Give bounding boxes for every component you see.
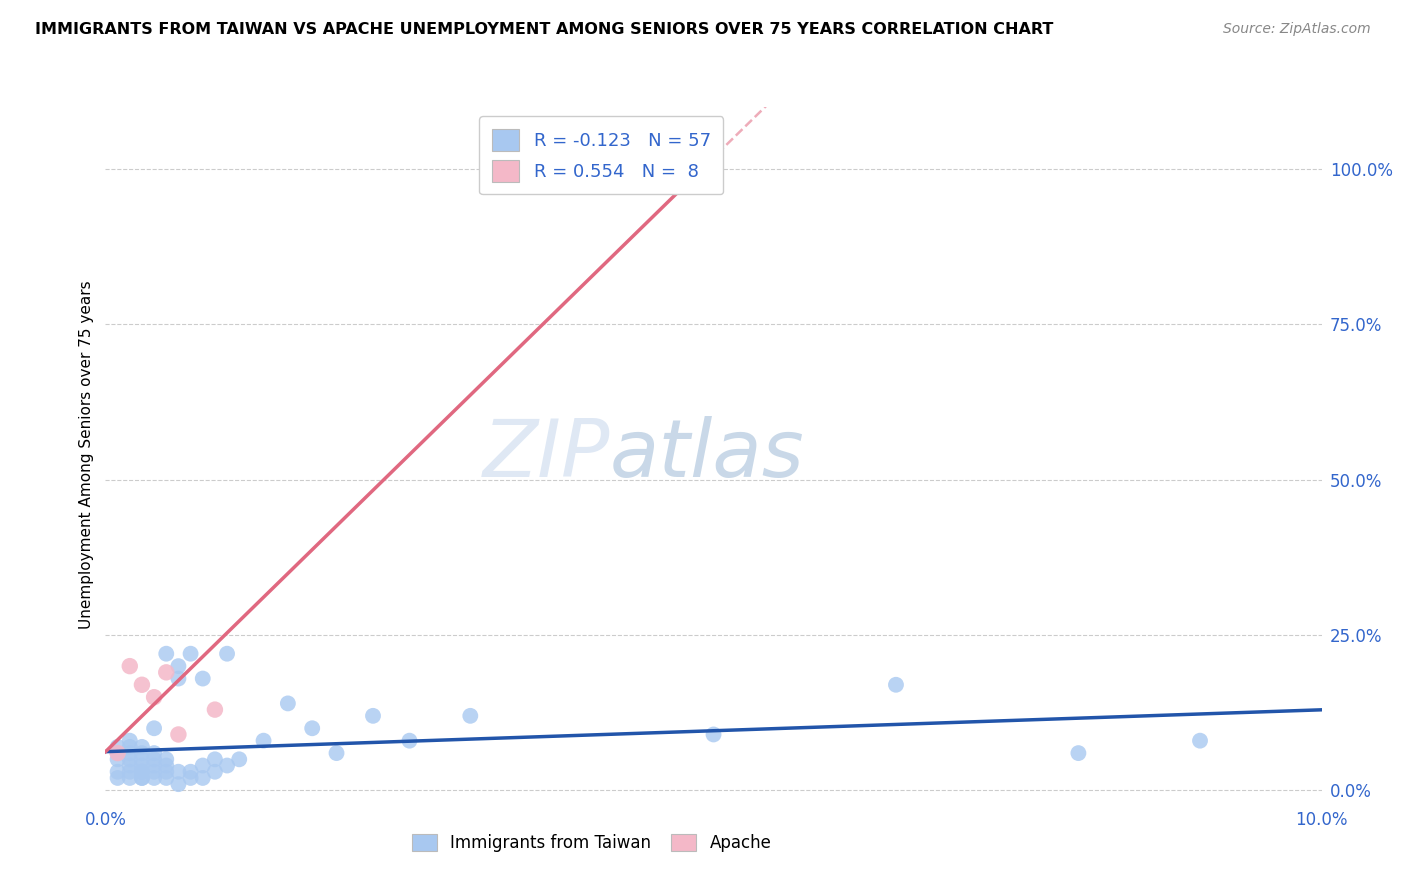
Point <box>228 752 250 766</box>
Point <box>204 752 226 766</box>
Point <box>131 764 153 779</box>
Point <box>167 672 190 686</box>
Text: ZIP: ZIP <box>482 416 610 494</box>
Point <box>131 678 153 692</box>
Point <box>143 771 166 785</box>
Text: Source: ZipAtlas.com: Source: ZipAtlas.com <box>1223 22 1371 37</box>
Point <box>107 739 129 754</box>
Point <box>155 758 177 772</box>
Point <box>155 764 177 779</box>
Point <box>107 752 129 766</box>
Point <box>191 771 214 785</box>
Point <box>252 733 274 747</box>
Point <box>217 647 239 661</box>
Text: atlas: atlas <box>610 416 804 494</box>
Point <box>118 746 141 760</box>
Point <box>301 721 323 735</box>
Point <box>678 162 700 177</box>
Point <box>107 764 129 779</box>
Point <box>143 746 166 760</box>
Point <box>167 764 190 779</box>
Point <box>1188 733 1211 747</box>
Point <box>458 708 481 723</box>
Point <box>167 659 190 673</box>
Point <box>204 764 226 779</box>
Point <box>143 721 166 735</box>
Point <box>167 727 190 741</box>
Point <box>118 771 141 785</box>
Point <box>118 758 141 772</box>
Y-axis label: Unemployment Among Seniors over 75 years: Unemployment Among Seniors over 75 years <box>79 281 94 629</box>
Point <box>107 771 129 785</box>
Point <box>131 746 153 760</box>
Point <box>143 690 166 705</box>
Point <box>180 771 202 785</box>
Text: IMMIGRANTS FROM TAIWAN VS APACHE UNEMPLOYMENT AMONG SENIORS OVER 75 YEARS CORREL: IMMIGRANTS FROM TAIWAN VS APACHE UNEMPLO… <box>35 22 1053 37</box>
Point <box>217 758 239 772</box>
Point <box>131 771 153 785</box>
Point <box>107 746 129 760</box>
Point <box>118 739 141 754</box>
Point <box>191 672 214 686</box>
Point <box>143 752 166 766</box>
Point <box>180 764 202 779</box>
Point <box>277 697 299 711</box>
Point <box>180 647 202 661</box>
Point <box>167 777 190 791</box>
Point <box>155 665 177 680</box>
Point <box>191 758 214 772</box>
Point <box>361 708 384 723</box>
Point <box>131 771 153 785</box>
Point <box>884 678 907 692</box>
Point <box>118 659 141 673</box>
Point <box>155 752 177 766</box>
Point <box>398 733 420 747</box>
Point <box>143 764 166 779</box>
Point <box>143 758 166 772</box>
Point <box>131 752 153 766</box>
Point <box>1067 746 1090 760</box>
Point <box>204 703 226 717</box>
Legend: Immigrants from Taiwan, Apache: Immigrants from Taiwan, Apache <box>408 829 776 857</box>
Point <box>131 764 153 779</box>
Point <box>155 771 177 785</box>
Point <box>155 647 177 661</box>
Point <box>118 733 141 747</box>
Point <box>131 739 153 754</box>
Point <box>702 727 725 741</box>
Point <box>325 746 347 760</box>
Point <box>118 764 141 779</box>
Point <box>107 746 129 760</box>
Point <box>131 758 153 772</box>
Point <box>118 752 141 766</box>
